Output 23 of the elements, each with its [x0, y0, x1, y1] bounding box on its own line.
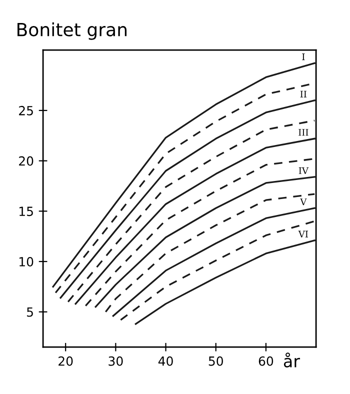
y-tick-label: 25 [19, 106, 33, 116]
x-tick-label: 60 [258, 356, 274, 366]
series-label: I [302, 54, 305, 60]
x-tick-label: 40 [158, 356, 173, 366]
x-tick-label: 50 [208, 356, 223, 366]
y-tick-label: 5 [27, 308, 33, 317]
series-label: V [300, 198, 307, 206]
series-label: III [298, 129, 308, 136]
line-series [120, 220, 316, 321]
chart-title: Bonitet gran [18, 22, 127, 40]
line-series [112, 207, 316, 317]
series-label: II [300, 90, 307, 98]
line-series [134, 240, 316, 325]
y-tick-label: 20 [19, 156, 34, 166]
y-tick-label: 15 [19, 206, 33, 216]
series-label: VI [298, 230, 308, 238]
line-series [104, 193, 316, 313]
x-tick-label: 20 [58, 356, 73, 366]
line-series [94, 176, 316, 308]
x-tick-label: 30 [108, 356, 123, 366]
series-label: IV [298, 167, 309, 174]
y-tick-label: 10 [19, 256, 34, 266]
x-axis-title: år [284, 352, 300, 368]
